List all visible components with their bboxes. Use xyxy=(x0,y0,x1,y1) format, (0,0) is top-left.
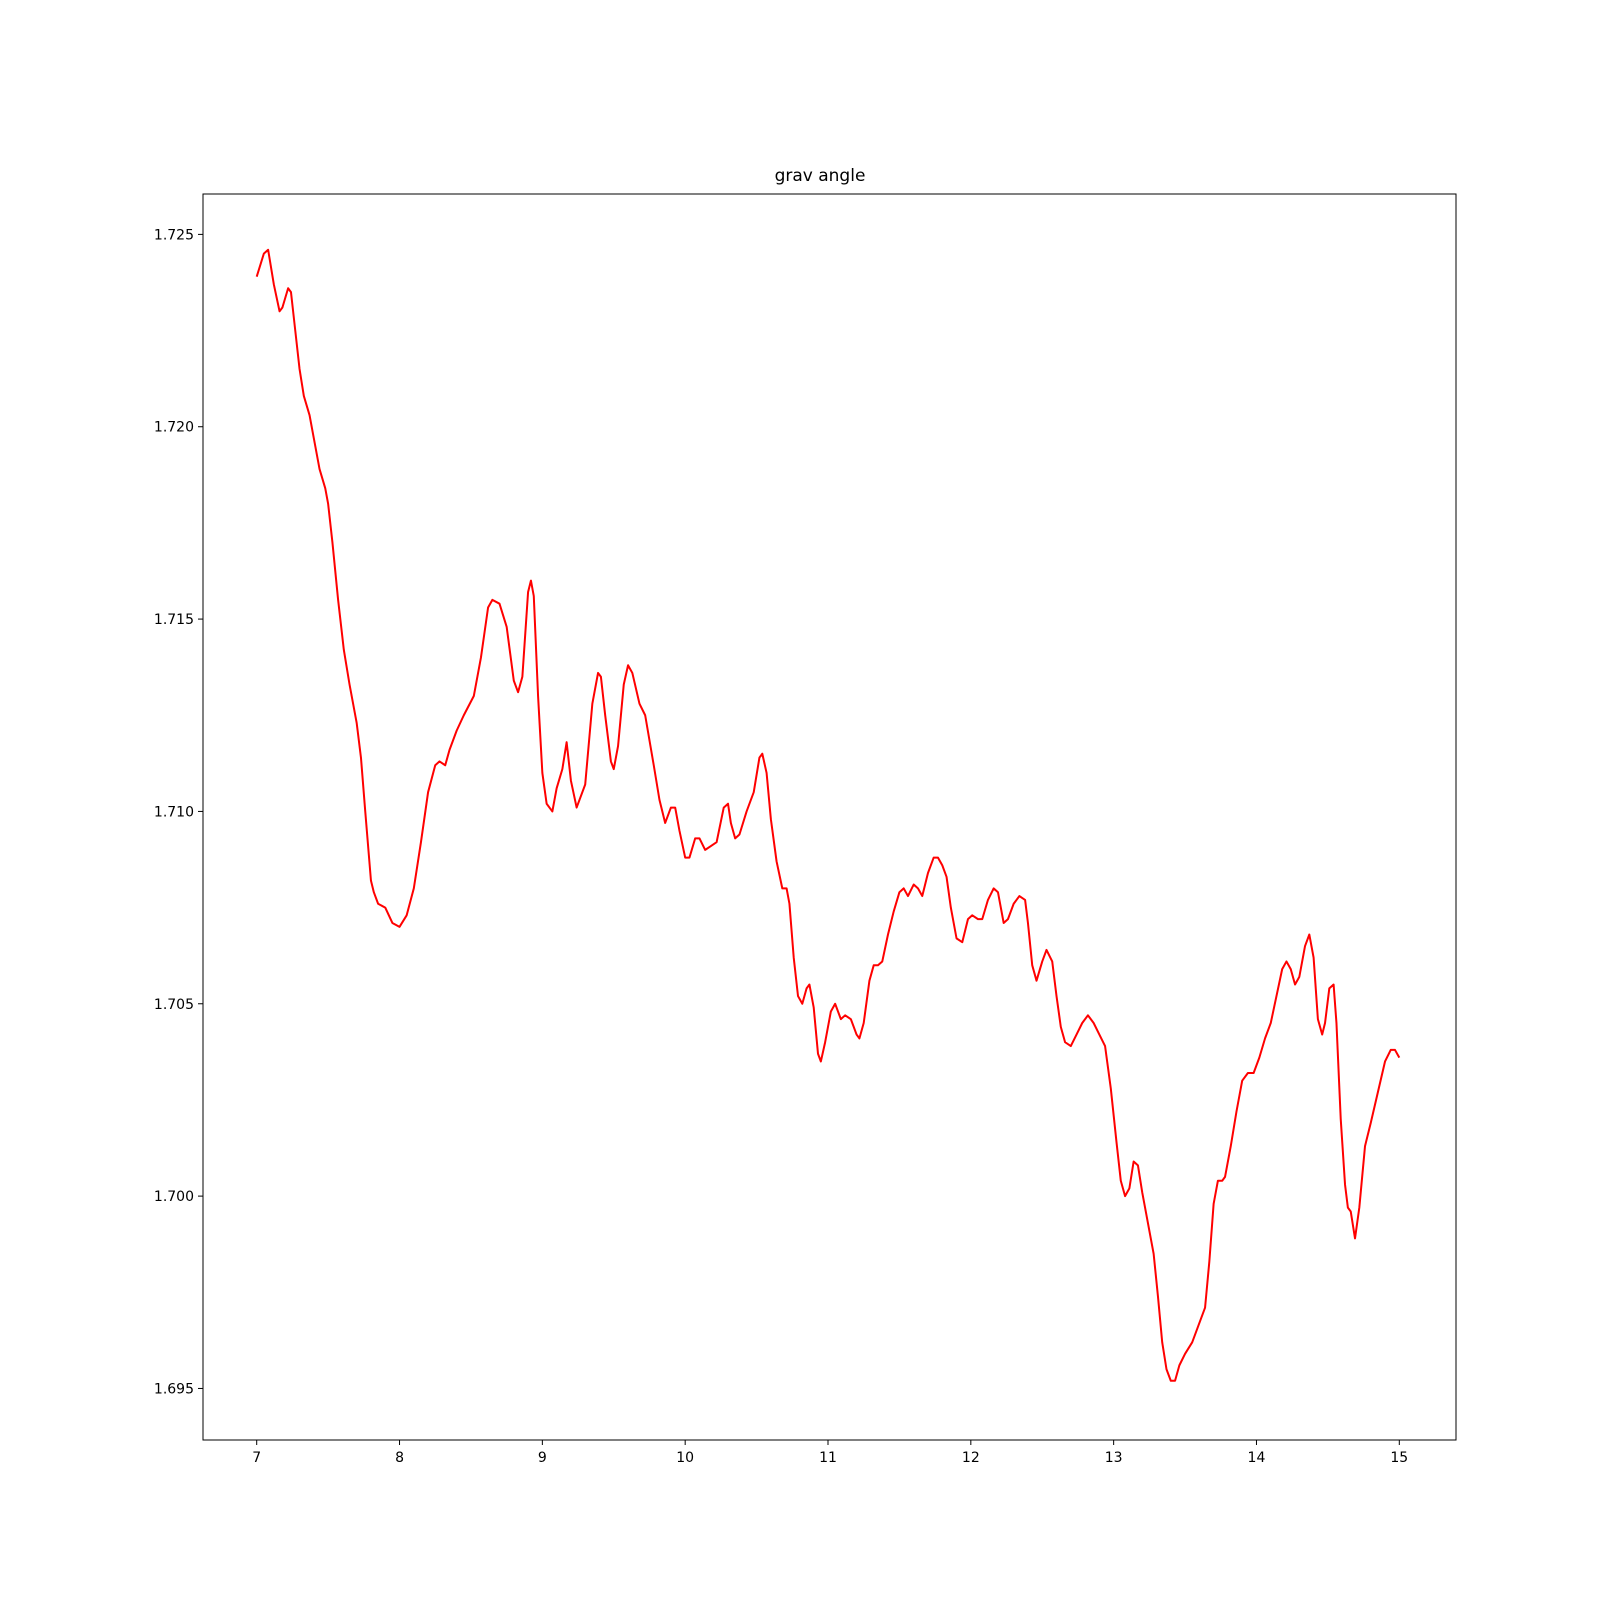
x-tick-label: 7 xyxy=(252,1450,261,1466)
y-tick-label: 1.715 xyxy=(154,612,194,628)
x-tick-label: 15 xyxy=(1390,1450,1408,1466)
y-tick-label: 1.700 xyxy=(154,1189,194,1205)
x-tick-label: 14 xyxy=(1248,1450,1266,1466)
x-tick-label: 11 xyxy=(819,1450,837,1466)
y-tick-label: 1.705 xyxy=(154,997,194,1013)
plot-frame xyxy=(202,193,1457,1441)
y-tick-label: 1.710 xyxy=(154,804,194,820)
x-tick-label: 10 xyxy=(676,1450,694,1466)
y-tick-label: 1.725 xyxy=(154,227,194,243)
x-tick-label: 9 xyxy=(538,1450,547,1466)
y-tick-label: 1.720 xyxy=(154,420,194,436)
chart-title: grav angle xyxy=(775,166,866,186)
y-tick-label: 1.695 xyxy=(154,1381,194,1397)
x-tick-label: 13 xyxy=(1105,1450,1123,1466)
x-tick-label: 12 xyxy=(962,1450,980,1466)
x-tick-label: 8 xyxy=(395,1450,404,1466)
data-line xyxy=(255,248,1401,1382)
